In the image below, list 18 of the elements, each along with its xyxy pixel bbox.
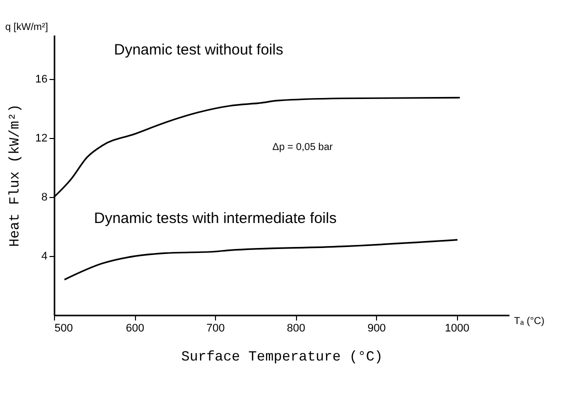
y-axis-title: Heat Flux (kW/m²) — [7, 104, 24, 247]
y-tick-label: 8 — [41, 192, 48, 204]
y-tick-label: 12 — [35, 132, 48, 145]
x-tick-label: 900 — [367, 322, 386, 334]
x-tick-label: 1000 — [444, 322, 470, 334]
x-tick-label: 700 — [206, 322, 225, 334]
x-axis-title: Surface Temperature (°C) — [181, 350, 383, 366]
series-label: Dynamic tests with intermediate foils — [94, 210, 337, 227]
line-series — [64, 239, 458, 280]
x-tick-label: 600 — [126, 322, 144, 334]
text: Tₐ (°C) — [514, 316, 544, 327]
annotation: Δp = 0,05 bar — [272, 142, 334, 153]
x-tick-label: 800 — [286, 322, 306, 334]
y-tick-label: 16 — [35, 74, 48, 86]
x-tick-label: 500 — [54, 322, 73, 334]
y-tick-label: 4 — [41, 250, 48, 263]
text: Dynamic test without foils — [114, 42, 284, 59]
text: q [kW/m²] — [5, 22, 48, 33]
